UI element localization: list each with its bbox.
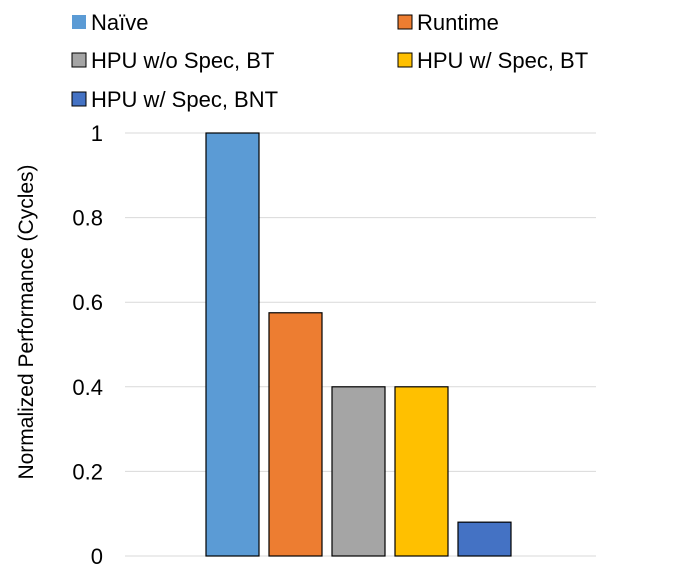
- y-axis-tick-labels: 0 0.2 0.4 0.6 0.8 1: [72, 121, 103, 569]
- bars: [205, 132, 512, 557]
- legend-label: Naïve: [91, 10, 148, 35]
- bar-0: [205, 132, 260, 557]
- legend-swatch: [72, 15, 86, 29]
- legend-swatch: [397, 14, 413, 30]
- bar-1: [268, 312, 323, 557]
- y-axis-title: Normalized Performance (Cycles): [15, 164, 38, 479]
- bar-2: [331, 386, 386, 557]
- legend-swatch: [71, 52, 87, 68]
- bar-4: [457, 521, 512, 557]
- legend-label: HPU w/ Spec, BNT: [91, 87, 278, 112]
- y-tick-label: 0.8: [72, 206, 103, 231]
- bar-3: [394, 386, 449, 557]
- legend-swatch: [397, 52, 413, 68]
- y-tick-label: 0: [91, 544, 103, 569]
- legend-label: HPU w/o Spec, BT: [91, 48, 274, 73]
- y-tick-label: 0.6: [72, 290, 103, 315]
- y-tick-label: 1: [91, 121, 103, 146]
- legend-swatch: [71, 91, 87, 107]
- y-tick-label: 0.2: [72, 459, 103, 484]
- y-tick-label: 0.4: [72, 375, 103, 400]
- legend-label: HPU w/ Spec, BT: [417, 48, 588, 73]
- legend-label: Runtime: [417, 10, 499, 35]
- legend: Naïve Runtime HPU w/o Spec, BT HPU w/ Spec,…: [71, 10, 588, 112]
